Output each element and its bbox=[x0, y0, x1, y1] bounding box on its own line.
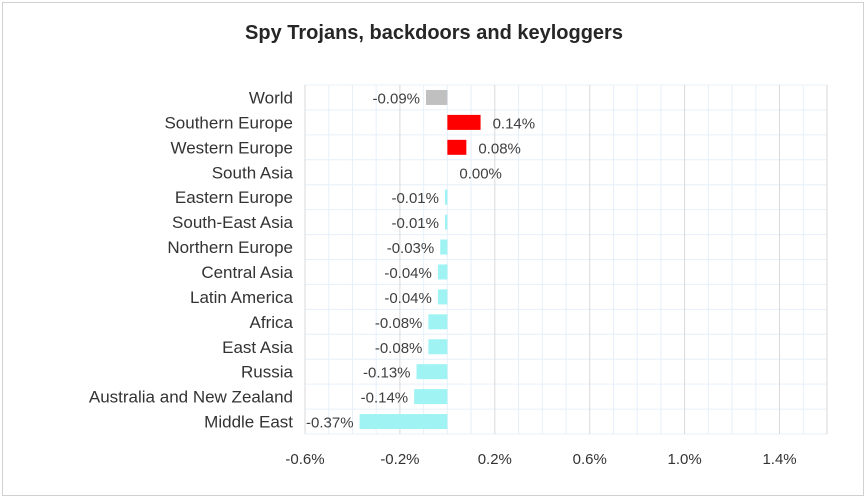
bar bbox=[428, 314, 448, 330]
data-label: -0.04% bbox=[384, 290, 432, 307]
data-label: -0.14% bbox=[361, 390, 409, 407]
bar bbox=[359, 414, 448, 430]
category-label: South Asia bbox=[212, 163, 294, 182]
data-label: -0.04% bbox=[384, 265, 432, 282]
x-tick-label: 0.6% bbox=[573, 451, 607, 468]
value-labels: -0.09% 0.14% 0.08% 0.00% -0.01% -0.01% -0.03% -… bbox=[306, 90, 535, 431]
x-tick-label: 0.2% bbox=[478, 451, 512, 468]
category-label: Western Europe bbox=[170, 138, 293, 157]
x-tick-label: 1.4% bbox=[762, 451, 796, 468]
data-label: -0.09% bbox=[372, 90, 420, 107]
bar bbox=[416, 364, 448, 380]
category-labels: World Southern Europe Western Europe South … bbox=[89, 88, 294, 431]
bar bbox=[444, 189, 448, 205]
data-label: -0.08% bbox=[375, 340, 423, 357]
bar bbox=[414, 389, 448, 405]
bar bbox=[447, 114, 481, 130]
category-label: Middle East bbox=[204, 413, 293, 432]
category-label: World bbox=[249, 88, 293, 107]
data-label: -0.13% bbox=[363, 365, 411, 382]
x-tick-label: -0.2% bbox=[380, 451, 419, 468]
data-label: -0.01% bbox=[391, 190, 439, 207]
data-label: -0.03% bbox=[387, 240, 435, 257]
category-label: Africa bbox=[250, 313, 294, 332]
x-tick-label: -0.6% bbox=[285, 451, 324, 468]
data-label: 0.14% bbox=[493, 115, 536, 132]
x-tick-label: 1.0% bbox=[668, 451, 702, 468]
chart-title: Spy Trojans, backdoors and keyloggers bbox=[245, 22, 623, 44]
bar bbox=[428, 339, 448, 355]
category-label: Northern Europe bbox=[167, 238, 293, 257]
category-label: South-East Asia bbox=[172, 213, 294, 232]
category-label: Central Asia bbox=[201, 263, 293, 282]
category-label: Eastern Europe bbox=[175, 188, 293, 207]
bar bbox=[437, 264, 448, 280]
data-label: 0.00% bbox=[459, 165, 502, 182]
gridlines bbox=[304, 84, 828, 435]
bar bbox=[426, 89, 448, 105]
category-label: East Asia bbox=[222, 338, 293, 357]
category-label: Southern Europe bbox=[164, 113, 293, 132]
data-label: -0.37% bbox=[306, 415, 354, 432]
data-label: -0.01% bbox=[391, 215, 439, 232]
bar bbox=[444, 214, 448, 230]
category-label: Latin America bbox=[190, 288, 294, 307]
bar bbox=[437, 289, 448, 305]
category-label: Australia and New Zealand bbox=[89, 388, 293, 407]
bars bbox=[359, 89, 481, 430]
bar bbox=[447, 139, 467, 155]
bar bbox=[440, 239, 448, 255]
x-axis-tick-labels: -0.6% -0.2% 0.2% 0.6% 1.0% 1.4% bbox=[285, 451, 796, 468]
data-label: -0.08% bbox=[375, 315, 423, 332]
category-label: Russia bbox=[241, 363, 294, 382]
data-label: 0.08% bbox=[478, 140, 521, 157]
